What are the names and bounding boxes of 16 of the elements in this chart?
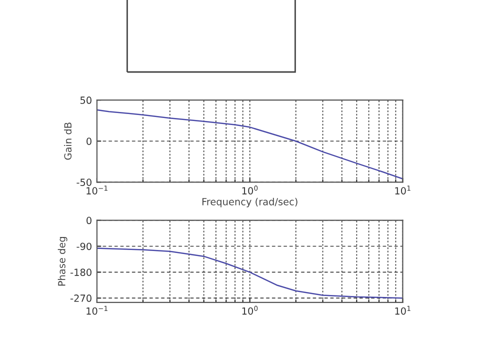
y-tick-label: -270 — [70, 294, 92, 302]
y-tick-label: -90 — [76, 242, 92, 250]
x-tick-label: 10$^{0}$ — [242, 306, 258, 315]
y-tick-label: 50 — [80, 96, 92, 104]
x-tick-label: 10$^{−1}$ — [86, 186, 108, 194]
y-tick-label: -180 — [70, 268, 92, 276]
x-tick-label: 10$^{−1}$ — [86, 306, 108, 315]
y-axis-title: Phase deg — [58, 237, 68, 286]
y-tick-label: -50 — [76, 178, 92, 186]
x-tick-label: 10$^{1}$ — [395, 186, 410, 194]
x-tick-label: 10$^{0}$ — [242, 186, 258, 194]
y-tick-label: 0 — [86, 216, 92, 224]
y-axis-title: Gain dB — [64, 122, 72, 160]
x-tick-label: 10$^{1}$ — [395, 306, 410, 315]
x-axis-title: Frequency (rad/sec) — [202, 198, 298, 208]
y-tick-label: 0 — [86, 138, 92, 145]
